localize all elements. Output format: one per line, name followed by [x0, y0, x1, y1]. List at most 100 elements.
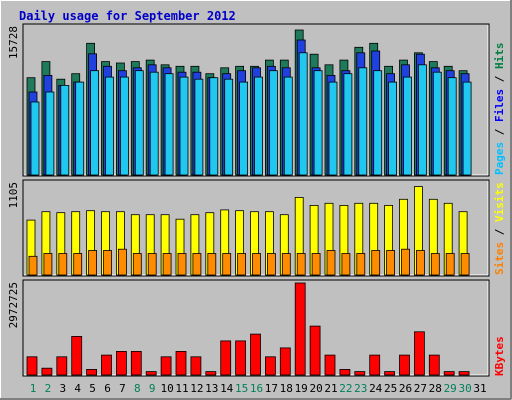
bar-pages-day-21	[328, 81, 338, 176]
bar-kbytes-day-25	[384, 371, 396, 376]
bar-sites-day-15	[237, 253, 247, 276]
bar-sites-day-27	[415, 250, 425, 276]
panel-kbytes-ymax-label: 2972725	[7, 282, 20, 328]
bar-pages-day-17	[268, 70, 278, 176]
bar-sites-day-10	[162, 253, 172, 276]
bar-pages-day-26	[403, 76, 412, 176]
bar-pages-day-2	[45, 91, 55, 176]
bar-pages-day-27	[417, 64, 427, 176]
panel-hits-bars	[26, 29, 472, 176]
bar-kbytes-day-17	[264, 356, 276, 376]
x-tick-label-day-3: 3	[59, 382, 66, 395]
x-tick-label-day-6: 6	[104, 382, 111, 395]
bar-kbytes-day-14	[220, 340, 232, 376]
x-tick-label-day-14: 14	[220, 382, 234, 395]
x-tick-label-day-20: 20	[309, 382, 322, 395]
x-tick-label-day-16: 16	[250, 382, 263, 395]
bar-sites-day-7	[118, 248, 127, 276]
bar-pages-day-3	[60, 85, 70, 176]
x-tick-label-day-30: 30	[458, 382, 471, 395]
legend-files: Files	[493, 89, 506, 122]
panel-visits-ymax-label: 1105	[7, 182, 20, 209]
bar-kbytes-day-7	[116, 350, 127, 376]
panel-kbytes: 2972725 KBytes	[7, 279, 506, 377]
bar-kbytes-day-8	[130, 350, 142, 376]
x-tick-label-day-1: 1	[30, 382, 37, 395]
x-tick-label-day-25: 25	[384, 382, 397, 395]
bar-kbytes-day-20	[309, 325, 321, 376]
bar-pages-day-20	[313, 70, 323, 176]
bar-sites-day-17	[266, 253, 276, 276]
bar-pages-day-18	[283, 76, 293, 176]
x-tick-label-day-13: 13	[205, 382, 218, 395]
bar-sites-day-16	[252, 253, 261, 276]
bar-kbytes-day-27	[413, 331, 425, 376]
bar-pages-day-25	[388, 81, 398, 176]
bar-kbytes-day-6	[101, 354, 112, 376]
bar-kbytes-day-22	[339, 368, 351, 376]
bar-kbytes-day-30	[458, 371, 470, 376]
bar-sites-day-5	[88, 250, 97, 276]
bar-sites-day-20	[311, 253, 321, 276]
bar-pages-day-24	[373, 70, 383, 176]
bar-sites-day-12	[192, 253, 202, 276]
bar-sites-day-23	[356, 253, 366, 276]
panel-visits-legend: Sites / Visits	[493, 182, 506, 275]
bar-sites-day-11	[177, 253, 187, 276]
x-tick-label-day-11: 11	[175, 382, 188, 395]
bar-kbytes-day-26	[399, 354, 410, 376]
bar-sites-day-22	[341, 253, 351, 276]
bar-kbytes-day-24	[369, 354, 381, 376]
x-tick-label-day-7: 7	[119, 382, 126, 395]
bar-pages-day-16	[254, 76, 263, 176]
x-tick-label-day-31: 31	[473, 382, 486, 395]
bar-sites-day-29	[445, 253, 455, 276]
bar-sites-day-14	[222, 253, 232, 276]
bar-pages-day-23	[358, 67, 368, 176]
bar-pages-day-28	[432, 71, 442, 176]
bar-sites-day-30	[460, 253, 470, 276]
bar-kbytes-day-28	[428, 354, 440, 376]
bar-pages-day-6	[105, 76, 114, 176]
x-tick-label-day-21: 21	[324, 382, 337, 395]
bar-sites-day-19	[296, 253, 306, 276]
bar-pages-day-29	[447, 77, 457, 176]
bar-sites-day-13	[207, 253, 217, 276]
x-tick-label-day-8: 8	[134, 382, 141, 395]
bar-kbytes-day-5	[86, 368, 97, 376]
panel-hits-legend: Pages / Files / Hits	[493, 43, 506, 176]
bar-pages-day-10	[164, 73, 174, 176]
bar-kbytes-day-2	[41, 367, 53, 376]
x-tick-label-day-28: 28	[429, 382, 442, 395]
legend-visits: Visits	[493, 182, 506, 222]
legend-pages: Pages	[493, 142, 506, 175]
legend-kbytes: KBytes	[493, 336, 506, 376]
bar-sites-day-9	[147, 253, 157, 276]
x-tick-label-day-15: 15	[235, 382, 248, 395]
x-tick-label-day-5: 5	[89, 382, 96, 395]
panel-visits-bars	[26, 186, 470, 276]
bar-kbytes-day-13	[205, 371, 217, 376]
bar-sites-day-25	[386, 250, 396, 276]
x-axis-day-labels: 1 2 3 4 5 6 7 8 9 10 11 12 13 14 15 16 17 18 19 20 21 22 23 24 2…	[30, 382, 487, 395]
bar-kbytes-day-4	[71, 335, 83, 376]
x-tick-label-day-12: 12	[190, 382, 203, 395]
bar-pages-day-12	[194, 78, 204, 176]
bar-kbytes-day-12	[190, 356, 202, 376]
panel-visits-sites: 1105 Sites / Visits	[7, 179, 506, 277]
bar-pages-day-4	[75, 81, 85, 176]
bar-kbytes-day-3	[56, 356, 68, 376]
chart-title: Daily usage for September 2012	[19, 9, 236, 23]
bar-pages-day-14	[224, 78, 234, 176]
bar-sites-day-4	[73, 253, 83, 276]
x-tick-label-day-23: 23	[354, 382, 367, 395]
bar-sites-day-2	[43, 253, 53, 276]
x-tick-label-day-9: 9	[149, 382, 156, 395]
legend-hits: Hits	[493, 43, 506, 70]
bar-sites-day-28	[430, 253, 440, 276]
bar-kbytes-day-18	[279, 347, 291, 376]
bar-kbytes-day-21	[324, 354, 336, 376]
bar-sites-day-8	[132, 253, 142, 276]
x-tick-label-day-24: 24	[369, 382, 383, 395]
bar-pages-day-11	[179, 76, 189, 176]
